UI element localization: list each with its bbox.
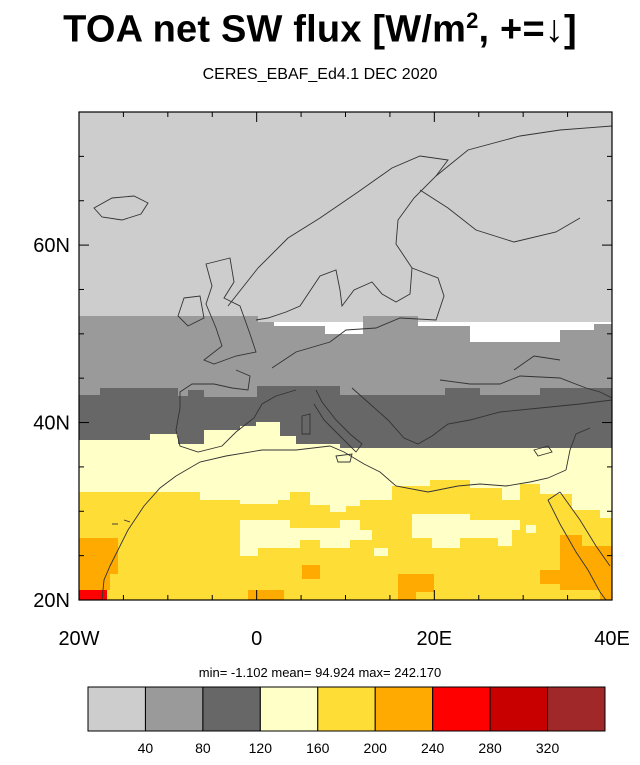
north-africa-coast: [175, 445, 567, 493]
iceland-outline: [93, 195, 149, 221]
caucasus-coast: [585, 387, 612, 399]
colorbar-swatch: [259, 686, 319, 732]
zone-midgray: [79, 316, 612, 400]
colorbar-label: 40: [138, 740, 154, 756]
finland-coast: [419, 189, 581, 243]
colorbar-swatch: [547, 686, 606, 732]
red-sea-east-coast: [559, 491, 611, 567]
map-axis-labels: 20W 0 20E 40E 40N 60N 20N: [33, 235, 630, 650]
crimea-outline: [513, 355, 561, 371]
colorbar-label: 320: [536, 740, 560, 756]
colorbar-swatch: [144, 686, 204, 732]
colorbar: 40 80 120 160 200 240 280 320: [87, 686, 606, 756]
colorbar-swatch: [489, 686, 549, 732]
scandinavia-outline: [227, 155, 449, 321]
zone-lightgray: [79, 112, 612, 322]
x-tick-label: 0: [251, 628, 262, 650]
y-tick-label: 60N: [33, 235, 70, 257]
patch-orange-east: [540, 535, 612, 600]
patch-orange-bottom: [248, 590, 284, 600]
patch-orange-west: [79, 538, 118, 590]
colorbar-swatch: [432, 686, 491, 732]
patch-orange-center: [398, 574, 434, 600]
italy-outline: [313, 389, 363, 453]
colorbar-label: 120: [249, 740, 273, 756]
colorbar-label: 160: [306, 740, 330, 756]
colorbar-swatch: [87, 686, 146, 732]
figure-subtitle: CERES_EBAF_Ed4.1 DEC 2020: [202, 66, 438, 83]
patch-red: [79, 590, 107, 600]
west-africa-coast: [101, 475, 177, 600]
x-tick-label: 20W: [58, 628, 99, 650]
cyprus-outline: [533, 445, 553, 457]
y-tick-label: 40N: [33, 413, 70, 435]
red-sea-west-coast: [547, 499, 607, 600]
patch-pale-1: [240, 520, 372, 556]
colorbar-swatch: [374, 686, 434, 732]
map-ticks: [78, 111, 613, 601]
figure-title: TOA net SW flux [W/m2, +=↓]: [63, 8, 577, 51]
black-sea-coast: [439, 375, 587, 389]
sardinia-outline: [301, 413, 311, 435]
patch-pale-4: [526, 525, 536, 533]
ireland-outline: [177, 295, 205, 327]
map-field: [79, 112, 612, 600]
colorbar-swatch: [202, 686, 261, 732]
y-tick-label: 20N: [33, 590, 70, 612]
colorbar-label: 200: [364, 740, 388, 756]
balkans-turkey-coast: [351, 387, 612, 445]
kola-coast: [435, 125, 612, 177]
statistics-line: min= -1.102 mean= 94.924 max= 242.170: [198, 665, 442, 680]
patch-pale-3: [374, 548, 388, 556]
sinai-outline: [547, 491, 561, 501]
colorbar-label: 280: [478, 740, 502, 756]
canary-2: [123, 519, 131, 523]
patch-orange-small: [302, 565, 320, 579]
title-superscript: 2: [466, 8, 479, 33]
baltic-coast: [271, 267, 445, 369]
x-tick-label: 20E: [417, 628, 453, 650]
patch-pale-2: [412, 514, 520, 548]
sicily-outline: [335, 453, 353, 463]
britain-outline: [203, 257, 257, 365]
colorbar-swatch: [317, 686, 376, 732]
x-tick-label: 40E: [594, 628, 630, 650]
colorbar-label: 80: [195, 740, 211, 756]
colorbar-label: 240: [421, 740, 445, 756]
iberia-france-coast: [175, 369, 297, 453]
levant-coast: [565, 427, 591, 471]
coastlines: [93, 125, 612, 600]
